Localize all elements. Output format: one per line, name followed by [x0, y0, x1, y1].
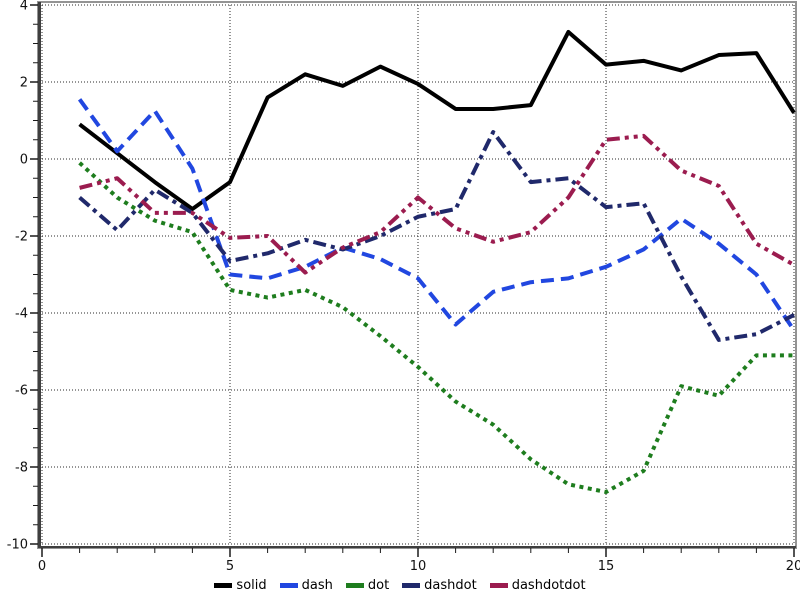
legend-swatch-dot [345, 582, 364, 588]
y-tick-label--2: -2 [15, 230, 28, 245]
legend-label-dashdotdot: dashdotdot [511, 577, 586, 593]
series-line-dash [77, 98, 796, 332]
legend-swatch-solid [214, 582, 233, 588]
y-tick-label--10: -10 [7, 538, 28, 553]
legend-swatch-dashdotdot [489, 582, 508, 588]
series-line-solid [78, 29, 796, 212]
x-tick-label-0: 0 [38, 559, 46, 574]
series-line-dashdot [78, 130, 795, 342]
y-tick-label-0: 0 [20, 153, 28, 168]
legend-label-dash: dash [301, 577, 333, 593]
legend-item-dashdotdot: dashdotdot [489, 577, 586, 593]
x-tick-label-5: 5 [226, 559, 234, 574]
y-tick-label-2: 2 [20, 76, 28, 91]
plot-frame [37, 1, 797, 549]
chart-legend: solid dash dot dashdot dashdotdot [0, 575, 800, 595]
x-tick-label-15: 15 [598, 559, 615, 574]
x-tick-label-10: 10 [410, 559, 427, 574]
y-tick-label--6: -6 [15, 384, 28, 399]
series-line-dashdotdot [79, 133, 795, 275]
legend-label-dot: dot [367, 577, 390, 593]
legend-label-dashdot: dashdot [424, 577, 477, 593]
legend-label-solid: solid [236, 577, 267, 593]
legend-swatch-dash [279, 582, 298, 588]
legend-item-dot: dot [345, 577, 390, 593]
legend-item-dash: dash [279, 577, 333, 593]
line-chart: 420-2-4-6-8-100 5 10 15 20 [6, 0, 800, 574]
legend-item-solid: solid [214, 577, 267, 593]
series-line-dot [78, 161, 794, 495]
y-tick-label--8: -8 [15, 461, 28, 476]
legend-item-dashdot: dashdot [402, 579, 477, 592]
y-tick-label--4: -4 [15, 307, 28, 322]
legend-swatch-dashdot [402, 582, 421, 588]
y-tick-label-4: 4 [20, 0, 28, 14]
x-tick-label-20: 20 [786, 559, 800, 574]
